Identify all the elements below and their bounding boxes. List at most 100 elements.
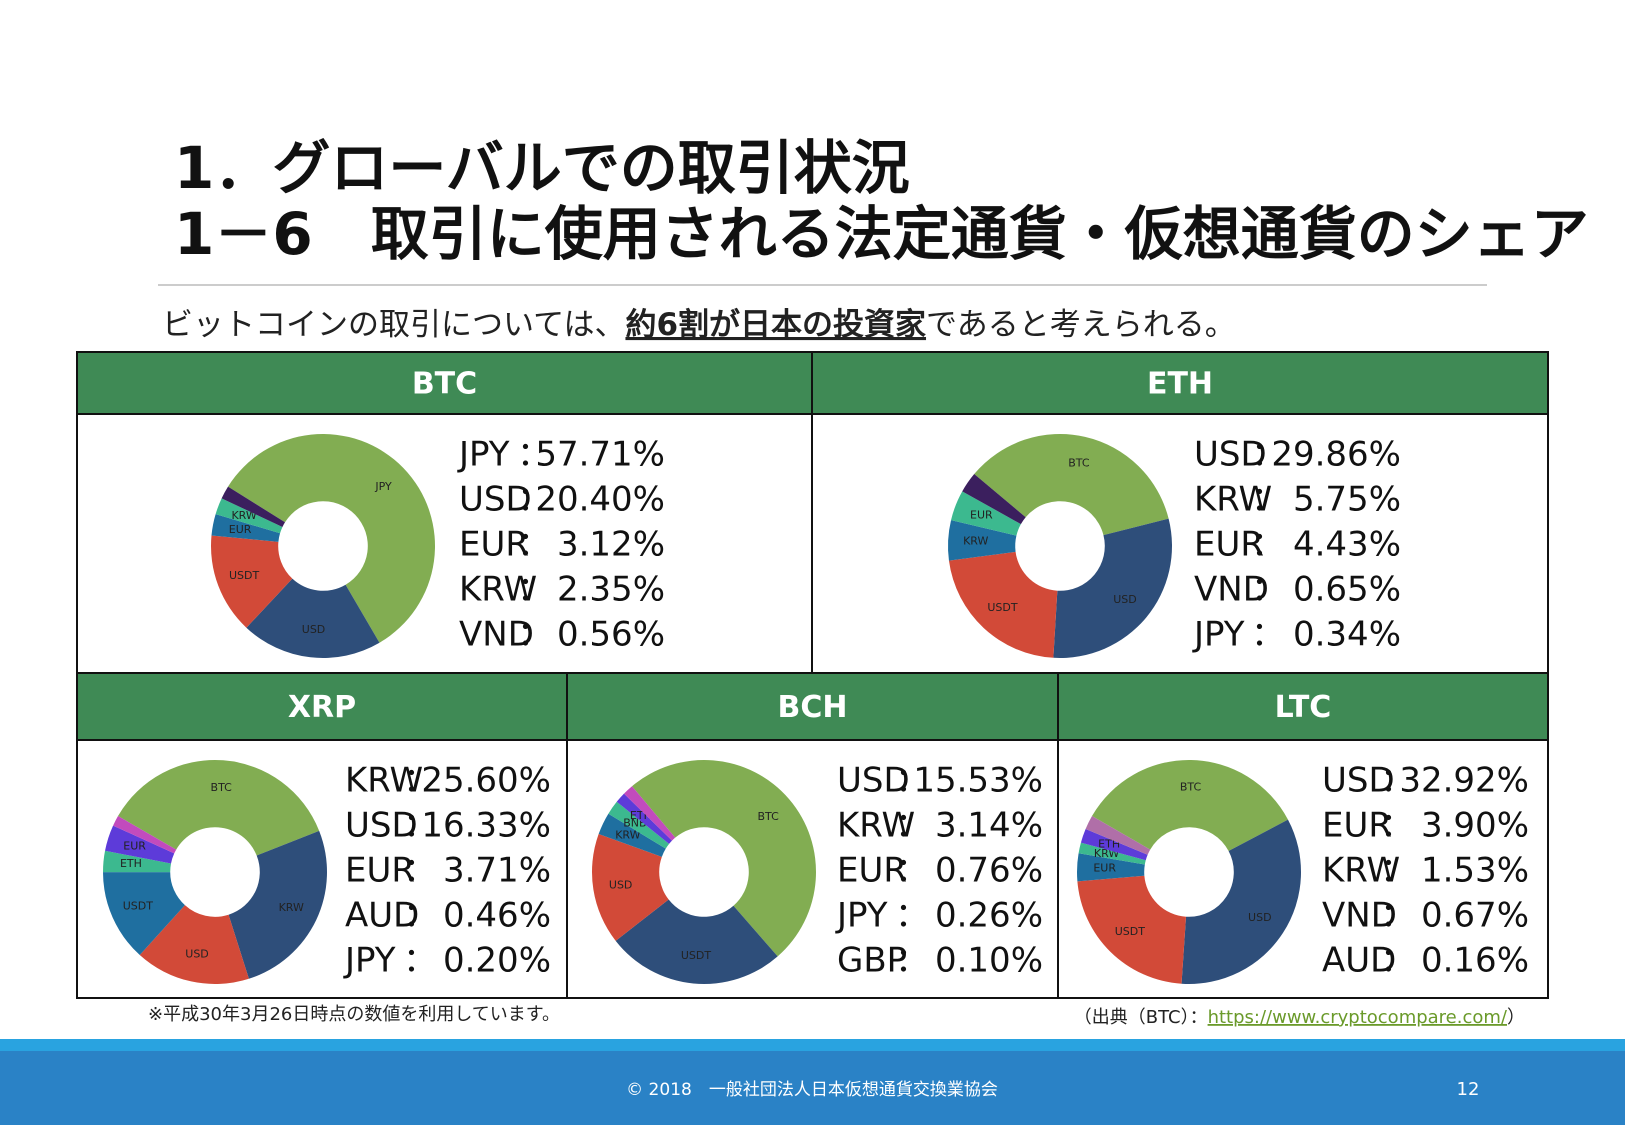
donut-slice [211,535,293,628]
donut-slice [962,474,1026,525]
share-value: 0.16% [1421,941,1529,981]
share-separator: ： [895,941,929,981]
share-currency: EUR [459,525,529,565]
share-currency: KRW [1322,851,1400,891]
title-line2: 1－6 取引に使用される法定通貨・仮想通貨のシェア [174,200,1589,268]
donut-slice [1077,853,1145,882]
source-text: ） [1507,1007,1525,1028]
share-value: 2.35% [557,570,665,610]
donut-slice [947,520,1017,561]
share-separator: ： [1251,435,1285,475]
share-separator: ： [895,851,929,891]
share-currency: USD [1322,761,1395,801]
donut-slice [1181,819,1301,984]
slice-label: KRW [963,535,988,548]
slice-label: KRW [615,829,640,842]
donut-slice [948,551,1058,658]
donut-slice [211,514,281,542]
donut-slice [246,578,380,659]
slice-label: USD [1248,911,1272,924]
slice-label: ETH [120,857,142,870]
donut-slice [1080,828,1148,861]
summary-text: ビットコインの取引については、 [162,307,625,343]
donut-slice [616,793,672,844]
donut-slice [623,786,676,841]
share-value: 0.34% [1293,615,1401,655]
share-value: 1.53% [1421,851,1529,891]
share-separator: ： [403,761,437,801]
panel-title: XRP [288,690,356,725]
share-separator: ： [1380,896,1414,936]
slice-label: USD [609,878,633,891]
donut-slice [228,434,435,643]
share-currency: JPY [1192,615,1245,655]
panel-body [76,413,813,674]
share-currency: USD [1194,435,1267,475]
donut-slice [103,850,172,873]
panel-title: BCH [778,690,848,725]
donut-slice [974,434,1169,536]
share-currency: EUR [1322,806,1392,846]
share-separator: ： [517,525,551,565]
summary-text: であると考えられる。 [926,307,1236,343]
share-separator: ： [895,896,929,936]
summary-emphasis: 約6割が日本の投資家 [625,307,926,343]
share-currency: JPY [457,435,510,475]
title-line1: 1．グローバルでの取引状況 [174,134,910,202]
share-value: 3.14% [935,806,1043,846]
slice-label: KRW [231,509,256,522]
share-value: 0.46% [443,896,551,936]
share-currency: VND [459,615,534,655]
slice-label: USD [302,623,326,636]
share-separator: ： [1380,806,1414,846]
share-value: 0.76% [935,851,1043,891]
slice-label: EUR [1093,861,1116,874]
donut-slice [113,816,177,854]
slice-label: EUR [229,523,252,536]
panel-title: ETH [1147,367,1213,402]
share-separator: ： [1251,615,1285,655]
share-value: 0.65% [1293,570,1401,610]
share-separator: ： [403,896,437,936]
source: （出典（BTC）：https://www.cryptocompare.com/） [1074,1007,1525,1028]
share-currency: VND [1322,896,1397,936]
share-currency: JPY [835,896,888,936]
share-value: 25.60% [421,761,551,801]
donut-slice [105,825,175,864]
share-value: 29.86% [1271,435,1401,475]
panel-header [1057,672,1549,741]
donut-slice [215,498,283,534]
share-separator: ： [517,570,551,610]
share-currency: EUR [1194,525,1264,565]
donut-slice [1077,875,1187,984]
donut-slice [1078,842,1146,865]
donut-slice [951,491,1021,536]
share-value: 3.71% [443,851,551,891]
share-separator: ： [517,480,551,520]
donut-slice [1085,816,1151,855]
source-link[interactable]: https://www.cryptocompare.com/ [1208,1007,1508,1028]
share-currency: VND [1194,570,1269,610]
slice-label: BTC [1068,457,1090,470]
share-separator: ： [1251,480,1285,520]
share-separator: ： [403,851,437,891]
panel-header [76,672,568,741]
share-value: 3.12% [557,525,665,565]
share-separator: ： [895,761,929,801]
share-currency: KRW [459,570,537,610]
donut-slice [139,905,249,984]
share-currency: USD [345,806,418,846]
footer-stripe [0,1039,1625,1051]
share-value: 0.56% [557,615,665,655]
share-currency: USD [459,480,532,520]
slice-label: USD [185,947,209,960]
share-separator: ： [895,806,929,846]
share-currency: KRW [345,761,423,801]
share-separator: ： [517,435,551,475]
slice-label: BTC [1180,781,1202,794]
donut-slice [608,801,670,849]
share-separator: ： [403,806,437,846]
slice-label: JPY [374,480,392,493]
